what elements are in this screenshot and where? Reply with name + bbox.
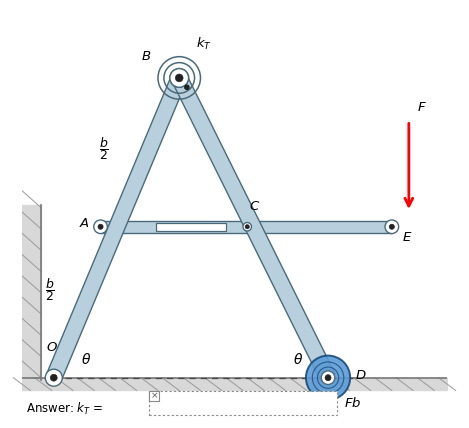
Text: $B$: $B$ [141,50,151,63]
Bar [150,391,159,401]
Circle shape [325,375,331,380]
Circle shape [50,374,57,381]
Circle shape [98,224,103,229]
Text: Answer: $k_T$ =: Answer: $k_T$ = [26,401,104,417]
Text: $\dfrac{b}{2}$: $\dfrac{b}{2}$ [45,276,54,303]
Text: $\theta$: $\theta$ [81,352,91,367]
Circle shape [385,220,399,234]
Polygon shape [100,221,392,233]
Text: $A$: $A$ [79,217,90,230]
Text: $E$: $E$ [402,231,413,244]
Text: $Fb$: $Fb$ [344,396,362,410]
Text: $\dfrac{b}{2}$: $\dfrac{b}{2}$ [99,135,109,161]
Circle shape [243,223,251,231]
Circle shape [321,371,335,384]
Text: $O$: $O$ [45,341,58,354]
Text: $C$: $C$ [250,200,261,213]
Text: $F$: $F$ [417,101,427,114]
Circle shape [45,369,62,386]
Polygon shape [46,75,187,381]
Text: $k_T$: $k_T$ [196,36,212,52]
Circle shape [306,356,350,400]
Polygon shape [172,74,335,381]
Text: $\times$: $\times$ [150,391,159,401]
Circle shape [185,85,189,89]
Text: $D$: $D$ [355,369,366,382]
FancyBboxPatch shape [150,391,337,415]
Text: $\theta$: $\theta$ [293,352,303,367]
Circle shape [94,220,107,234]
Bar [156,223,226,231]
Circle shape [170,68,189,87]
Circle shape [389,224,394,229]
Circle shape [245,225,250,229]
Circle shape [175,74,183,82]
